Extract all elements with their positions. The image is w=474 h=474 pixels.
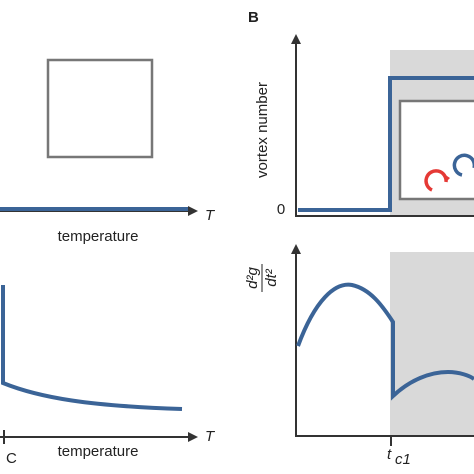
y-label-denominator: dt² bbox=[263, 268, 280, 287]
arrow-head bbox=[444, 174, 450, 182]
y-label-numerator: d²g bbox=[244, 267, 261, 289]
y-tick: 0 bbox=[277, 201, 285, 218]
inset-box bbox=[398, 99, 474, 201]
curve bbox=[1, 285, 183, 411]
x-label: temperature bbox=[58, 443, 139, 460]
inset-box bbox=[46, 58, 154, 159]
x-symbol: T bbox=[205, 207, 216, 224]
tick-subscript: C bbox=[6, 450, 17, 467]
x-tick: t bbox=[387, 446, 392, 463]
shaded-region bbox=[390, 252, 474, 435]
curve bbox=[296, 282, 474, 401]
step-curve bbox=[298, 76, 474, 212]
y-label: vortex number bbox=[254, 82, 271, 178]
x-label: temperature bbox=[58, 228, 139, 245]
x-tick-subscript: c1 bbox=[395, 451, 411, 468]
y-label: d²g dt² bbox=[244, 264, 280, 292]
x-symbol: T bbox=[205, 428, 216, 445]
panel-label: B bbox=[248, 9, 259, 26]
